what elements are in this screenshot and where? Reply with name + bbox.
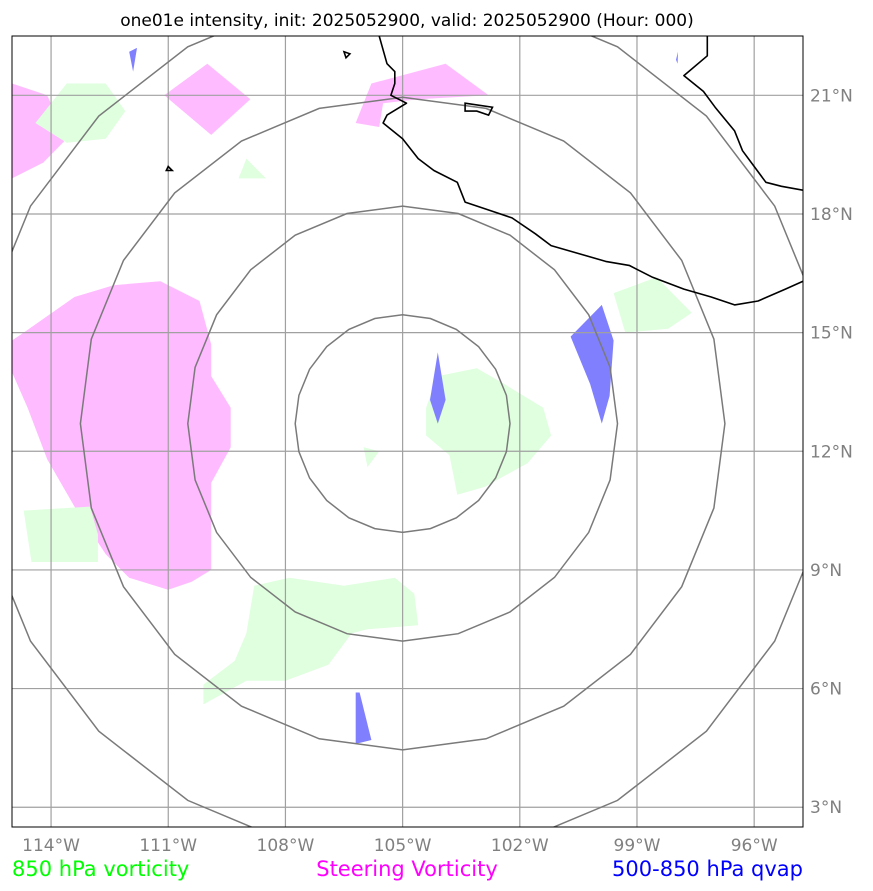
latitude-label: 3°N xyxy=(810,798,842,818)
latitude-tick-labels: 3°N 6°N 9°N 12°N 15°N 18°N 21°N xyxy=(810,86,853,818)
qvap-region xyxy=(430,352,446,424)
vorticity-850-region xyxy=(426,368,552,495)
latitude-label: 15°N xyxy=(810,324,853,344)
latitude-label: 9°N xyxy=(810,561,842,581)
plot-frame xyxy=(11,35,804,828)
map-title: one01e intensity, init: 2025052900, vali… xyxy=(120,11,694,31)
vorticity-850-region xyxy=(203,577,419,705)
qvap-region xyxy=(129,47,137,72)
coastline-segment xyxy=(683,36,803,191)
vorticity-850-layer xyxy=(23,83,692,705)
steering-vorticity-region xyxy=(164,63,251,135)
steering-vorticity-region xyxy=(12,83,67,179)
legend-steering-vorticity: Steering Vorticity xyxy=(316,857,498,881)
vorticity-850-region xyxy=(23,506,98,562)
range-ring xyxy=(79,96,726,751)
latitude-label: 12°N xyxy=(810,442,853,462)
legend-vorticity-850: 850 hPa vorticity xyxy=(12,857,189,881)
island-outline xyxy=(165,165,175,172)
qvap-layer xyxy=(129,47,678,744)
qvap-region xyxy=(570,304,614,424)
latitude-label: 6°N xyxy=(810,680,842,700)
qvap-region xyxy=(676,51,678,64)
vorticity-850-region xyxy=(613,277,692,333)
latitude-label: 21°N xyxy=(810,86,853,106)
coastline xyxy=(165,36,803,306)
island-outline xyxy=(342,50,352,60)
longitude-label: 108°W xyxy=(257,836,315,856)
legend-qvap: 500-850 hPa qvap xyxy=(612,857,803,881)
longitude-label: 102°W xyxy=(491,836,549,856)
range-rings xyxy=(12,36,803,827)
longitude-label: 105°W xyxy=(374,836,432,856)
range-ring xyxy=(294,314,511,534)
latitude-label: 18°N xyxy=(810,205,853,225)
longitude-label: 111°W xyxy=(139,836,197,856)
qvap-region xyxy=(355,692,372,744)
steering-vorticity-region xyxy=(12,281,231,590)
longitude-label: 96°W xyxy=(731,836,778,856)
island-outline xyxy=(464,102,494,117)
coastline-segment xyxy=(378,36,803,306)
longitude-label: 99°W xyxy=(614,836,661,856)
longitude-tick-labels: 114°W 111°W 108°W 105°W 102°W 99°W 96°W xyxy=(22,836,778,856)
plot-area xyxy=(12,36,803,827)
range-ring xyxy=(12,36,803,827)
vorticity-850-region xyxy=(363,447,380,468)
vorticity-850-region xyxy=(35,83,126,143)
range-ring xyxy=(187,205,619,642)
longitude-label: 114°W xyxy=(22,836,80,856)
vorticity-850-region xyxy=(238,158,266,179)
